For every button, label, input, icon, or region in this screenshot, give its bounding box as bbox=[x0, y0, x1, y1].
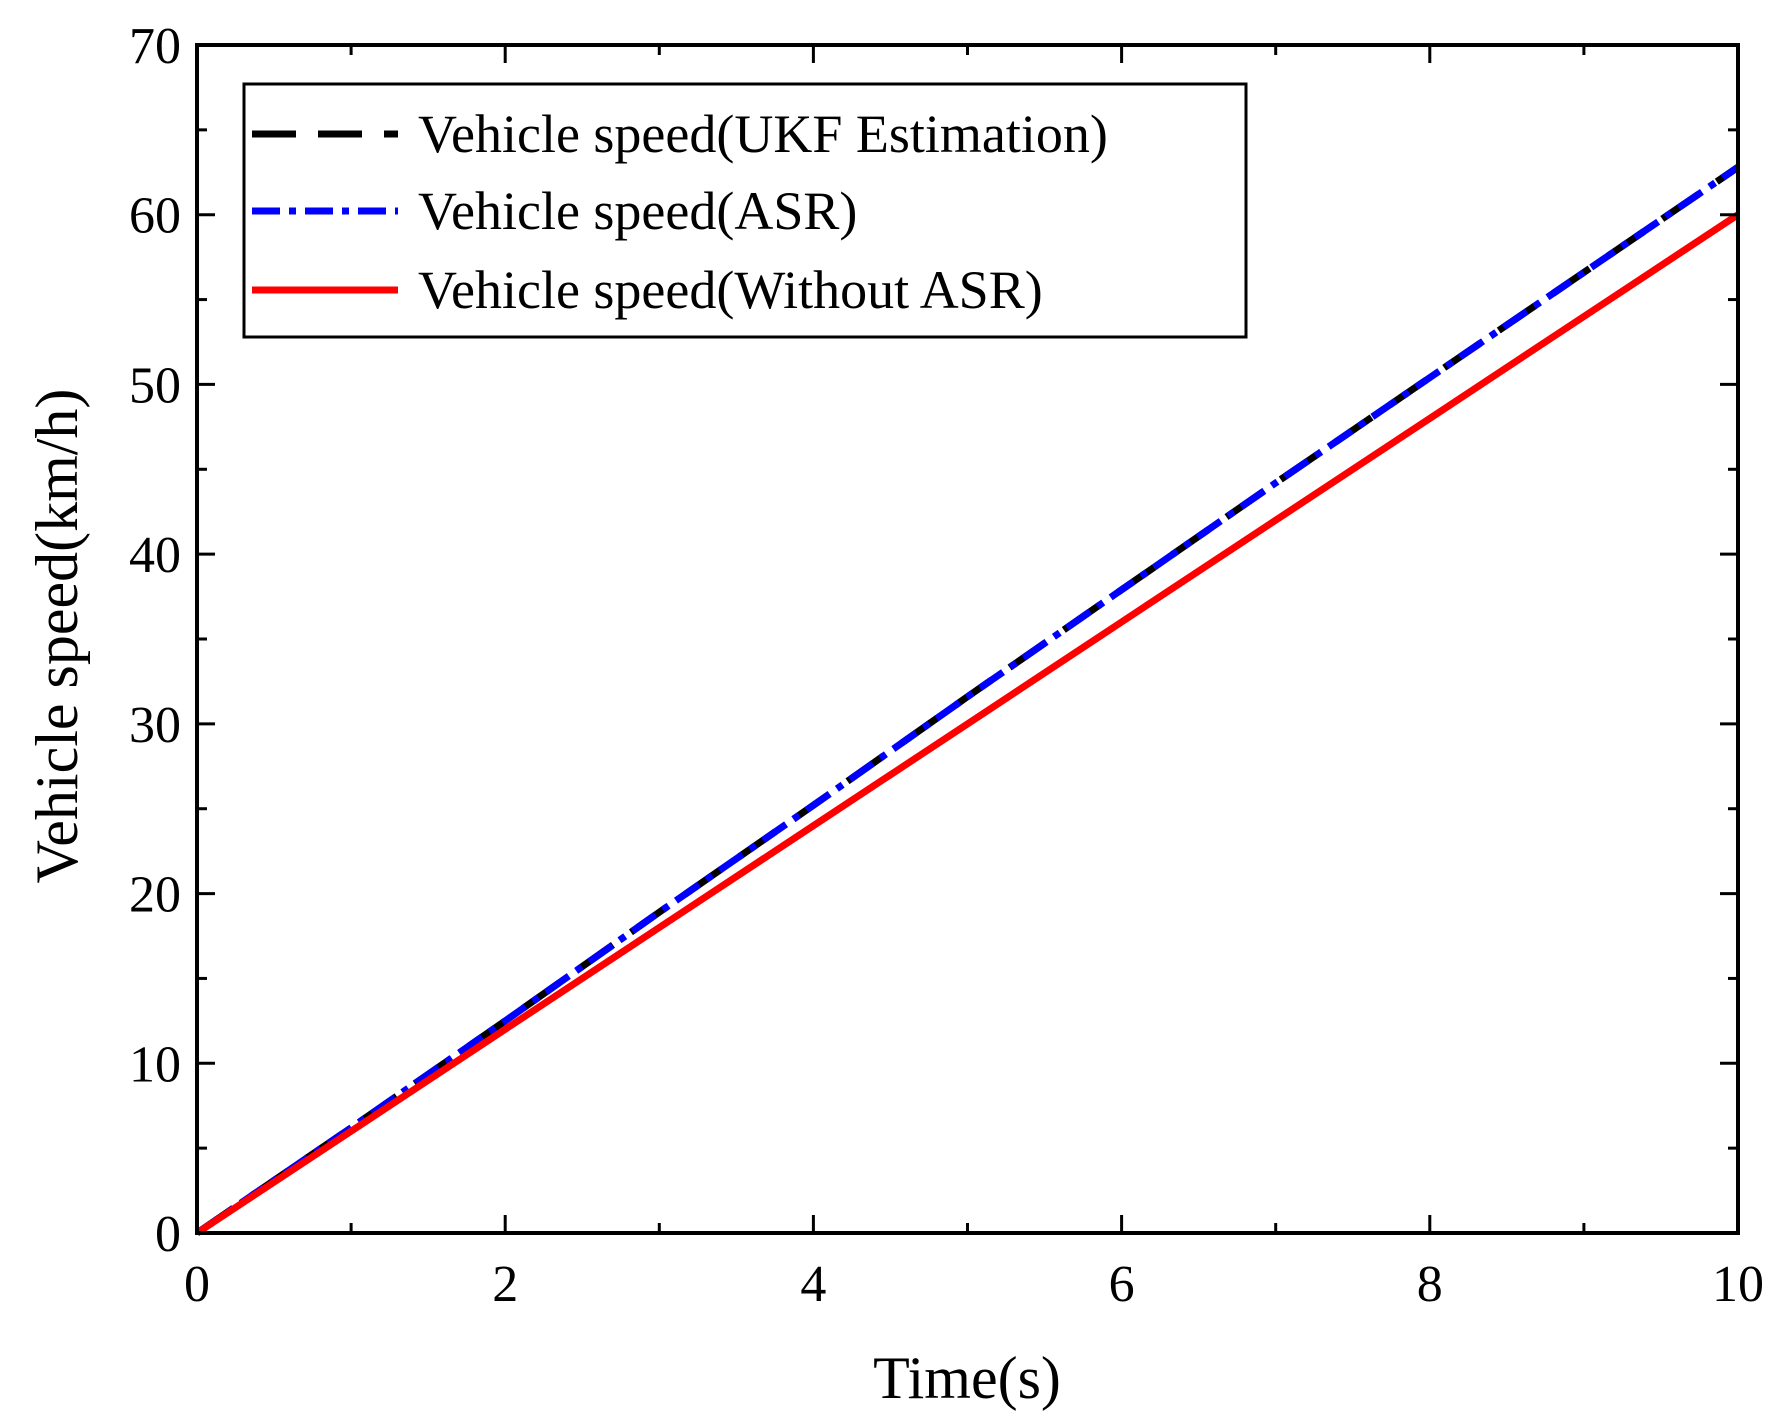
legend-label-0: Vehicle speed(UKF Estimation) bbox=[418, 104, 1108, 164]
x-tick-label: 0 bbox=[184, 1256, 210, 1313]
y-tick-label: 70 bbox=[129, 18, 181, 75]
x-axis-title: Time(s) bbox=[873, 1345, 1061, 1411]
x-tick-label: 8 bbox=[1417, 1256, 1443, 1313]
legend-box bbox=[242, 82, 1248, 339]
series-layer bbox=[195, 164, 1740, 1236]
y-tick-label: 30 bbox=[129, 697, 181, 754]
x-tick-label: 6 bbox=[1109, 1256, 1135, 1313]
y-tick-label: 40 bbox=[129, 527, 181, 584]
series-line-2 bbox=[195, 211, 1740, 1236]
y-tick-label: 10 bbox=[129, 1036, 181, 1093]
legend-label-2: Vehicle speed(Without ASR) bbox=[418, 260, 1043, 320]
series-line-1 bbox=[195, 164, 1740, 1236]
y-tick-label: 50 bbox=[129, 357, 181, 414]
axes-layer: 0 2 4 6 8 10 0 10 20 30 40 50 60 70 bbox=[129, 18, 1764, 1313]
y-axis-title: Vehicle speed(km/h) bbox=[24, 389, 90, 884]
y-tick-label: 60 bbox=[129, 188, 181, 245]
x-tick-label: 4 bbox=[800, 1256, 826, 1313]
x-tick-label: 2 bbox=[492, 1256, 518, 1313]
x-tick-label: 10 bbox=[1712, 1256, 1764, 1313]
legend: Vehicle speed(UKF Estimation) Vehicle spe… bbox=[242, 82, 1248, 339]
y-tick-label: 20 bbox=[129, 867, 181, 924]
legend-label-1: Vehicle speed(ASR) bbox=[418, 181, 857, 241]
y-tick-label: 0 bbox=[155, 1206, 181, 1263]
